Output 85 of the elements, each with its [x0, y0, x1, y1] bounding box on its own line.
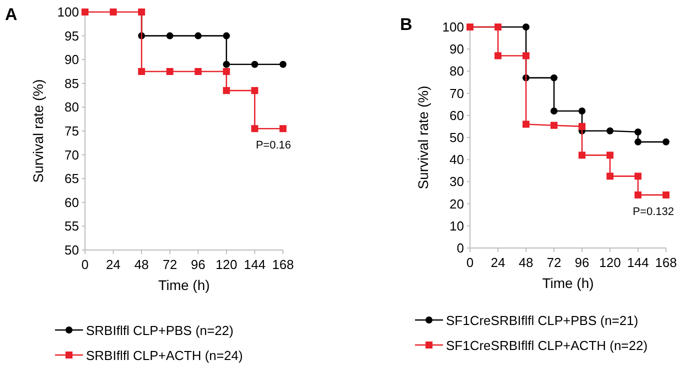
x-tick-label: 168 [655, 255, 677, 270]
y-tick-label: 20 [450, 196, 464, 212]
y-tick-label: 85 [64, 76, 79, 91]
point [550, 107, 558, 114]
x-tick-label: 120 [599, 255, 621, 270]
point [634, 172, 642, 180]
x-axis-title: Time (h) [542, 275, 594, 291]
point [82, 8, 88, 16]
point [251, 87, 258, 94]
y-tick-label: 60 [450, 108, 464, 123]
x-tick-label: 96 [190, 257, 206, 272]
point [222, 32, 230, 40]
point [194, 32, 202, 40]
x-tick-label: 72 [546, 255, 562, 270]
point [166, 68, 174, 75]
point [606, 152, 614, 159]
y-tick-label: 80 [450, 64, 464, 79]
point [166, 32, 174, 40]
y-tick-label: 65 [64, 171, 79, 186]
y-tick-label: 80 [64, 100, 79, 115]
y-tick-label: 60 [64, 194, 79, 210]
x-tick-label: 72 [162, 257, 178, 272]
point [634, 128, 642, 136]
y-tick-label: 50 [64, 242, 79, 258]
x-tick-label: 24 [490, 255, 506, 270]
x-tick-label: 96 [574, 255, 590, 270]
point [578, 107, 586, 114]
point [222, 87, 230, 94]
point [251, 60, 258, 68]
y-tick-label: 40 [450, 152, 464, 168]
point [578, 122, 586, 130]
y-tick-label: 90 [450, 42, 464, 57]
y-tick-label: 100 [57, 4, 79, 20]
point [662, 138, 670, 146]
point [606, 172, 614, 180]
x-tick-label: 120 [216, 257, 238, 272]
point [606, 127, 614, 134]
y-tick-label: 0 [456, 240, 464, 256]
annotation: P=0.132 [632, 206, 674, 218]
x-axis-title: Time (h) [158, 277, 210, 293]
point [522, 52, 530, 60]
x-tick-label: 0 [466, 255, 474, 270]
x-tick-label: 0 [81, 257, 89, 272]
x-tick-label: 168 [272, 257, 294, 272]
legend-label: SF1CreSRBIflfl CLP+PBS (n=21) [446, 313, 638, 328]
point [578, 152, 586, 159]
point [251, 125, 258, 132]
x-tick-label: 24 [106, 257, 121, 272]
x-tick-label: 48 [518, 255, 534, 270]
y-tick-label: 100 [442, 20, 464, 34]
point [280, 125, 286, 132]
y-tick-label: 75 [64, 124, 79, 138]
point [550, 122, 558, 129]
point [494, 52, 502, 60]
x-tick-label: 144 [244, 257, 266, 272]
point [138, 68, 146, 75]
y-tick-label: 50 [450, 130, 464, 145]
legend-label: SRBIflfl CLP+ACTH (n=24) [86, 348, 243, 363]
point [110, 8, 117, 16]
point [280, 60, 286, 68]
y-tick-label: 10 [450, 218, 464, 234]
x-tick-label: 144 [627, 255, 649, 270]
point [222, 60, 230, 68]
x-tick-label: 48 [134, 257, 149, 272]
y-tick-label: 30 [450, 174, 464, 190]
y-tick-label: 70 [64, 147, 79, 162]
point [522, 120, 530, 128]
y-tick-label: 70 [450, 86, 464, 101]
y-tick-label: 95 [64, 28, 79, 44]
legend-label: SF1CreSRBIflfl CLP+ACTH (n=22) [446, 338, 648, 353]
y-axis-title: Survival rate (%) [415, 86, 431, 190]
y-axis-title: Survival rate (%) [30, 79, 46, 183]
y-tick-label: 90 [64, 52, 79, 68]
y-tick-label: 55 [64, 218, 79, 234]
point [662, 191, 670, 198]
legend-label: SRBIflfl CLP+PBS (n=22) [86, 323, 234, 338]
point [222, 68, 230, 75]
annotation: P=0.16 [256, 140, 291, 152]
point [634, 138, 642, 146]
chart-title: B [400, 15, 412, 34]
point [550, 74, 558, 82]
point [522, 24, 530, 30]
chart-title: A [5, 5, 18, 24]
point [634, 191, 642, 198]
point [194, 68, 202, 75]
